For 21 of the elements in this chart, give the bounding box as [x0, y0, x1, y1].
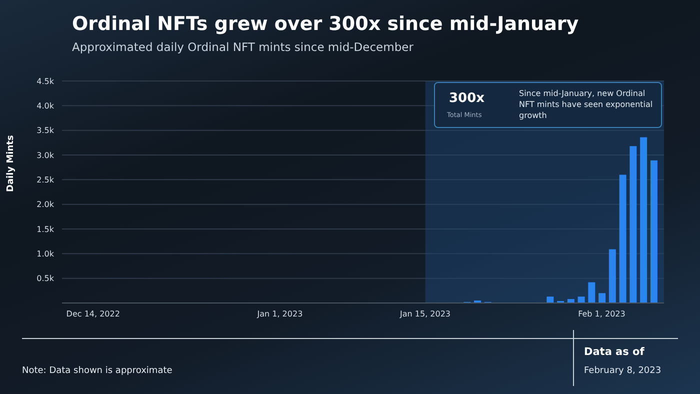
- y-tick-label: 4.5k: [36, 76, 54, 86]
- x-tick-label: Feb 1, 2023: [578, 310, 626, 319]
- y-tick-label: 2.0k: [36, 200, 54, 210]
- y-tick-label: 1.5k: [36, 224, 54, 234]
- y-axis-title: Daily Mints: [6, 135, 16, 192]
- y-tick-label: 3.0k: [36, 150, 54, 160]
- y-tick-label: 2.5k: [36, 176, 54, 185]
- text: February 8, 2023: [584, 366, 662, 376]
- annotation: 300x: [449, 91, 485, 106]
- y-tick-label: 0.5k: [36, 274, 54, 284]
- chart-title: Ordinal NFTs grew over 300x since mid-January: [72, 13, 579, 35]
- x-tick-label: Dec 14, 2022: [66, 310, 120, 319]
- x-tick-label: Jan 15, 2023: [399, 310, 451, 319]
- y-tick-label: 1.0k: [36, 250, 54, 259]
- chart-subtitle: Approximated daily Ordinal NFT mints since mid-December: [72, 40, 414, 54]
- text: Data as of: [584, 346, 644, 358]
- annotation: Since mid-January, new Ordinal NFT mints have seen exponential growth: [519, 88, 654, 121]
- y-tick-label: 4.0k: [36, 102, 54, 111]
- text: Note: Data shown is approximate: [22, 366, 172, 376]
- y-tick-label: 3.5k: [36, 126, 54, 136]
- x-tick-label: Jan 1, 2023: [256, 310, 303, 319]
